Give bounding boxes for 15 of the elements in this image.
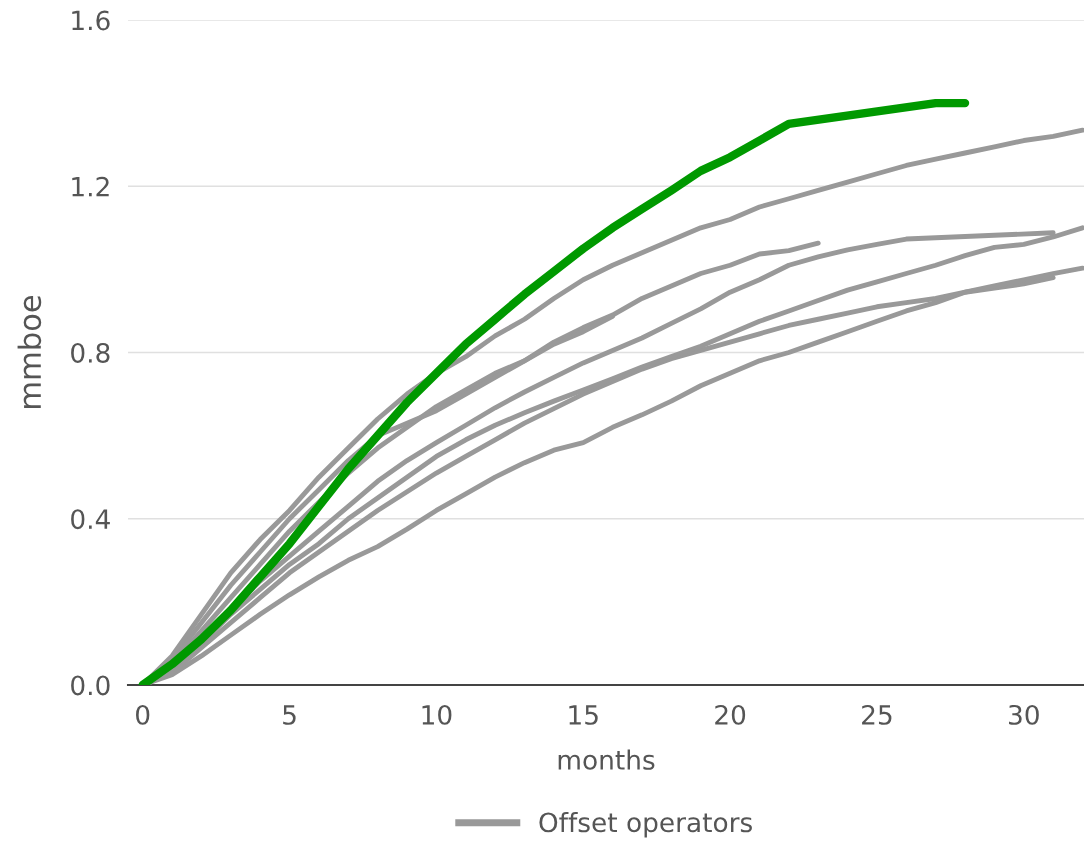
x-tick-label: 0 bbox=[136, 704, 150, 725]
x-tick-label: 20 bbox=[715, 704, 746, 725]
y-tick-label: 1.6 bbox=[72, 10, 110, 31]
x-tick-label: 5 bbox=[283, 705, 296, 725]
x-tick-label: 30 bbox=[1009, 704, 1039, 725]
y-tick-label: 0.8 bbox=[71, 342, 110, 363]
y-tick-label: 0.4 bbox=[71, 509, 110, 530]
x-axis-title: months bbox=[558, 749, 655, 770]
x-tick-label: 10 bbox=[422, 704, 452, 725]
y-axis-title: mmboe bbox=[17, 295, 42, 408]
y-tick-label: 0.0 bbox=[71, 675, 110, 696]
y-tick-label: 1.2 bbox=[72, 176, 109, 197]
x-tick-label: 15 bbox=[569, 705, 598, 725]
legend-label: Offset operators bbox=[539, 811, 752, 838]
x-tick-label: 25 bbox=[862, 704, 892, 725]
